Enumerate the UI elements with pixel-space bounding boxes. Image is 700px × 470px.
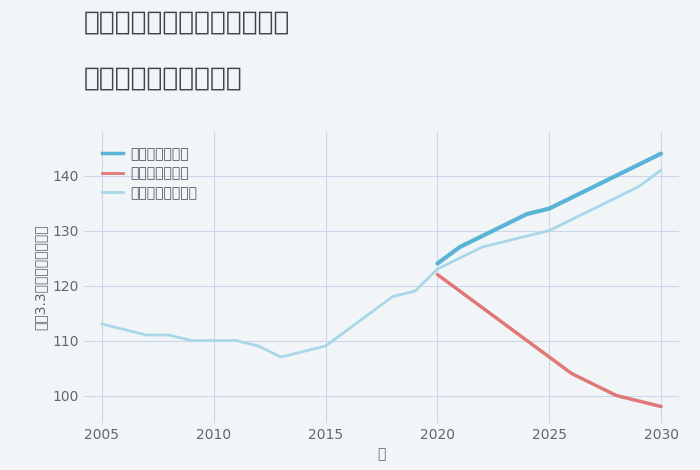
Text: 中古戸建ての価格推移: 中古戸建ての価格推移 (84, 66, 243, 92)
Legend: グッドシナリオ, バッドシナリオ, ノーマルシナリオ: グッドシナリオ, バッドシナリオ, ノーマルシナリオ (97, 141, 203, 206)
X-axis label: 年: 年 (377, 447, 386, 462)
Y-axis label: 坪（3.3㎡）単価（万円）: 坪（3.3㎡）単価（万円） (33, 225, 47, 330)
Text: 兵庫県西宮市甲子園網引町の: 兵庫県西宮市甲子園網引町の (84, 9, 290, 35)
